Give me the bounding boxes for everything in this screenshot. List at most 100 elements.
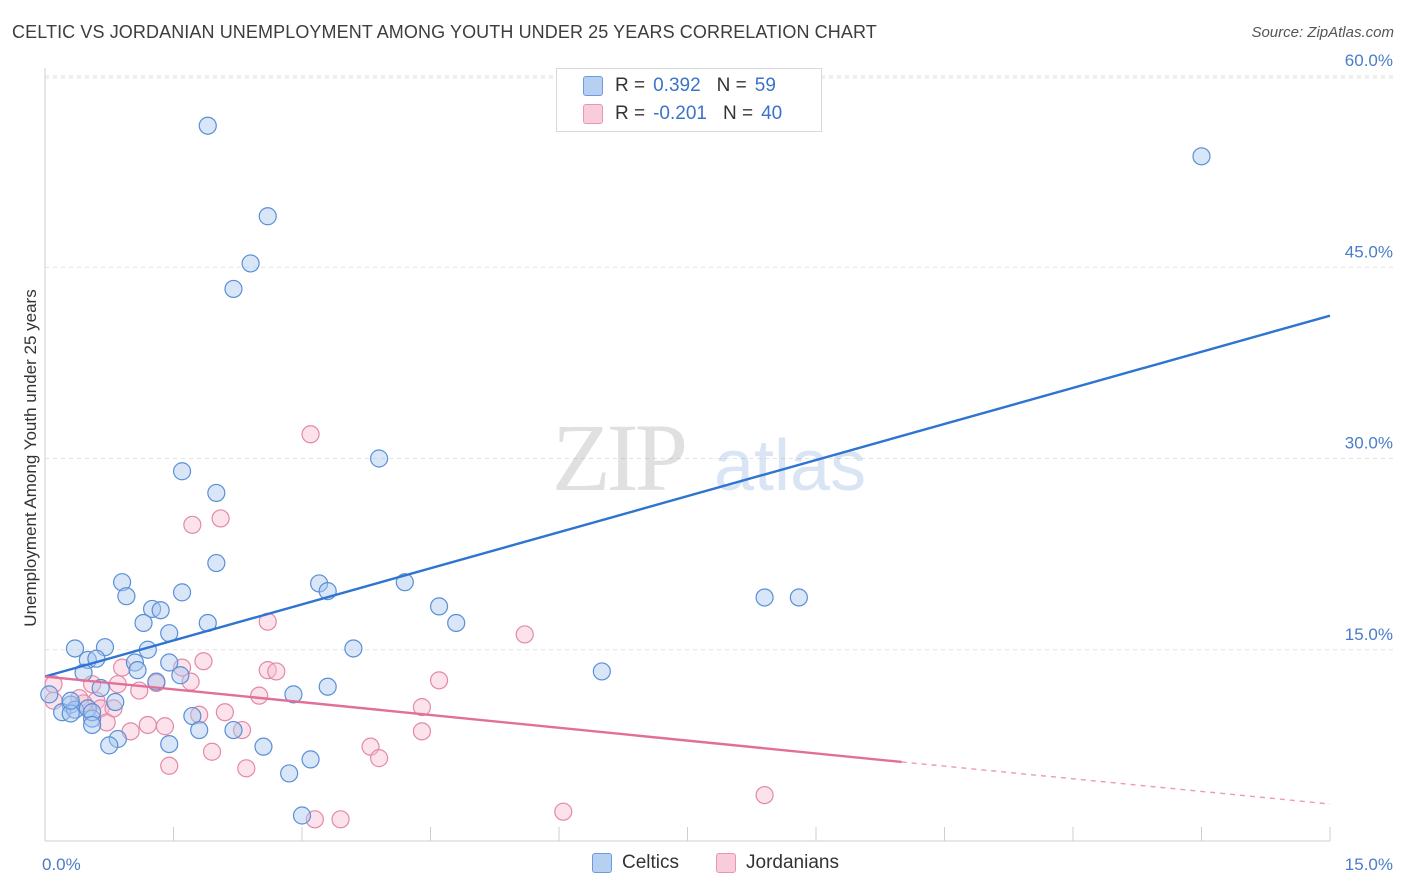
celtics-point [190,720,209,740]
celtics-point [755,588,774,607]
celtics-point [61,704,80,723]
jordanians-point [194,652,213,671]
jordanians-point [160,756,179,775]
jordanians-point [250,686,269,705]
watermark-atlas: atlas [714,426,866,506]
celtics-point [207,483,226,503]
celtics-point [198,116,217,135]
x-tick-label: 15.0% [1345,855,1393,874]
celtics-point [292,806,312,825]
jordanians-point [215,703,234,722]
jordanians-point [190,705,209,724]
celtics-point [1192,147,1211,166]
jordanians-point [412,698,432,717]
series-legend: Celtics Jordanians [0,852,1406,878]
legend-item-celtics: Celtics [592,852,679,874]
celtics-point [61,691,80,710]
celtics-point [172,462,192,481]
jordanians-point [412,722,432,741]
celtics-point [172,583,192,602]
celtics-point [280,764,299,783]
jordanians-trend-extension [901,761,1331,805]
chart-title: CELTIC VS JORDANIAN UNEMPLOYMENT AMONG Y… [12,22,877,42]
jordanians-point [267,662,286,681]
celtics-point [344,639,363,658]
source-credit: Source: ZipAtlas.com [1251,24,1394,41]
celtics-point [592,662,611,681]
y-axis-label: Unemployment Among Youth under 25 years [21,289,40,626]
y-tick-label: 15.0% [1345,625,1393,644]
x-tick-labels: 0.0% 15.0% [42,855,1393,874]
celtics-point [83,715,102,735]
celtics-r-value: 0.392 [653,75,701,96]
jordanians-point [202,742,222,761]
celtics-point [224,720,243,740]
celtics-point [106,692,125,712]
celtics-point [789,588,808,607]
watermark-zip: ZIP [552,404,685,511]
celtics-point [117,587,136,606]
jordanians-swatch [583,104,603,124]
celtics-r-label: R = [615,75,646,96]
jordanians-point [301,425,320,444]
jordanians-point [554,802,573,821]
celtics-trend-line [44,314,1331,678]
celtics-point [128,661,147,680]
celtics-point [151,601,170,620]
jordanians-trend-line [44,675,902,764]
celtics-point [318,677,337,696]
jordanians-point [138,715,157,735]
celtics-point [429,597,449,616]
trend-lines [44,314,1331,805]
jordanians-r-label: R = [615,103,646,124]
jordanians-point [370,749,389,768]
watermark: ZIP atlas [552,404,866,511]
celtics-point [370,449,389,468]
jordanians-point [755,785,774,805]
jordanians-r-value: -0.201 [653,103,707,124]
celtics-n-label: N = [716,75,747,96]
jordanians-point [97,713,116,732]
y-tick-label: 60.0% [1345,51,1393,70]
celtics-point [134,613,153,633]
legend-row-jordanians: R = -0.201 N = 40 [583,101,782,127]
stats-legend: R = 0.392 N = 59 R = -0.201 N = 40 [556,68,822,132]
y-tick-label: 30.0% [1345,434,1393,453]
celtics-point [160,734,179,754]
celtics-point [100,736,119,755]
jordanians-point [237,759,256,778]
celtics-legend-swatch [592,853,612,873]
jordanians-point [155,717,175,736]
legend-row-celtics: R = 0.392 N = 59 [583,73,776,99]
jordanians-point [211,509,230,528]
celtics-point [147,672,166,691]
y-tick-labels: 15.0% 30.0% 45.0% 60.0% [1345,51,1393,644]
jordanians-legend-label: Jordanians [746,852,839,873]
celtics-point [224,279,243,299]
celtics-point [284,685,303,704]
celtics-point [40,685,59,704]
celtics-point [83,703,102,722]
y-tick-label: 45.0% [1345,242,1393,261]
celtics-point [258,207,277,226]
celtics-point [254,737,273,756]
celtics-point [112,573,132,592]
celtics-n-value: 59 [754,75,776,96]
axes [44,68,1331,842]
jordanians-n-label: N = [722,103,754,124]
jordanians-point [429,671,449,690]
jordanians-n-value: 40 [761,103,783,124]
jordanians-point [515,625,534,644]
grid-lines [45,75,1393,651]
celtics-point [83,709,102,728]
celtics-point [447,613,466,633]
celtics-point [207,553,226,573]
jordanians-point [183,515,202,534]
jordanians-point [331,810,350,829]
celtics-point [160,653,179,672]
celtics-swatch [583,76,603,96]
celtics-legend-label: Celtics [622,852,680,873]
jordanians-legend-swatch [716,853,736,873]
celtics-point [301,750,320,769]
